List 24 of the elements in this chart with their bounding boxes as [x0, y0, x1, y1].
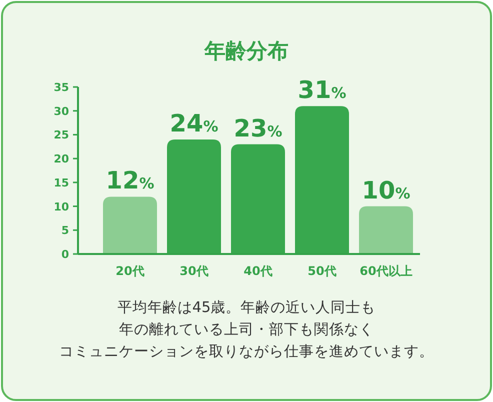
y-tick-label: 35 — [54, 81, 69, 94]
x-tick-label: 50代 — [308, 264, 336, 278]
bar — [359, 206, 413, 254]
text: 年の離れている上司・部下も関係なく — [119, 321, 374, 338]
text: コミュニケーションを取りながら仕事を進めています。 — [59, 343, 434, 360]
y-tick-label: 10 — [54, 200, 70, 214]
data-label: 24% — [170, 109, 218, 138]
y-tick-label: 15 — [54, 176, 69, 190]
y-tick-label: 0 — [61, 248, 70, 261]
x-tick-label: 40代 — [244, 264, 272, 278]
data-label: 23% — [234, 114, 282, 142]
y-tick-label: 5 — [61, 224, 69, 238]
y-tick-label: 20 — [54, 152, 70, 166]
x-tick-label: 30代 — [180, 264, 208, 278]
data-label: 10% — [362, 176, 410, 204]
x-tick-label: 20代 — [116, 264, 144, 278]
bar — [103, 196, 157, 254]
data-label: 12% — [106, 166, 154, 195]
x-tick-label: 60代以上 — [360, 264, 412, 278]
chart-title: 年齢分布 — [204, 39, 288, 63]
data-label: 31% — [298, 76, 346, 104]
y-tick-label: 30 — [54, 104, 70, 118]
y-tick-label: 25 — [54, 128, 69, 142]
text: 平均年齢は45歳。年齢の近い人同士も — [117, 299, 376, 316]
